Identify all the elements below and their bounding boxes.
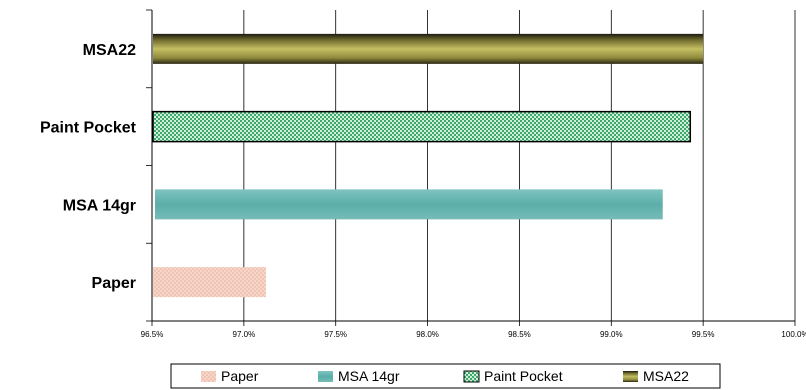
axis-layer: 96.5% 97.0% 97.5% 98.0% 98.5% 99.0% 99.5% 100.0… (40, 9, 806, 339)
legend: Paper MSA 14gr Paint Pocket MSA22 (170, 363, 721, 389)
x-tick-label: 99.0% (600, 330, 623, 339)
x-tick-label: 97.5% (324, 330, 347, 339)
legend-swatch-paint-pocket (463, 370, 480, 383)
legend-label-paint-pocket: Paint Pocket (484, 368, 563, 384)
category-label-msa-14gr: MSA 14gr (63, 197, 136, 214)
legend-label-paper: Paper (221, 368, 259, 384)
x-tick-label: 99.5% (692, 330, 715, 339)
legend-swatch-msa22 (623, 371, 638, 382)
category-label-paint-pocket: Paint Pocket (40, 120, 137, 137)
bar-msa-14gr (155, 189, 663, 220)
category-label-paper: Paper (92, 275, 136, 292)
x-tick-label: 97.0% (233, 330, 256, 339)
x-tick-label: 98.0% (416, 330, 439, 339)
legend-label-msa-14gr: MSA 14gr (338, 368, 400, 384)
bars-layer (152, 33, 704, 298)
legend-label-msa22: MSA22 (643, 368, 689, 384)
legend-swatch-paper (201, 371, 216, 382)
x-tick-label: 96.5% (141, 330, 164, 339)
x-tick-label: 100.0% (781, 330, 806, 339)
legend-swatch-msa-14gr (318, 371, 333, 382)
category-label-msa22: MSA22 (83, 42, 136, 59)
x-tick-label: 98.5% (508, 330, 531, 339)
bar-paper (153, 267, 266, 298)
bar-msa22 (153, 33, 704, 64)
bar-paint-pocket (152, 110, 692, 143)
